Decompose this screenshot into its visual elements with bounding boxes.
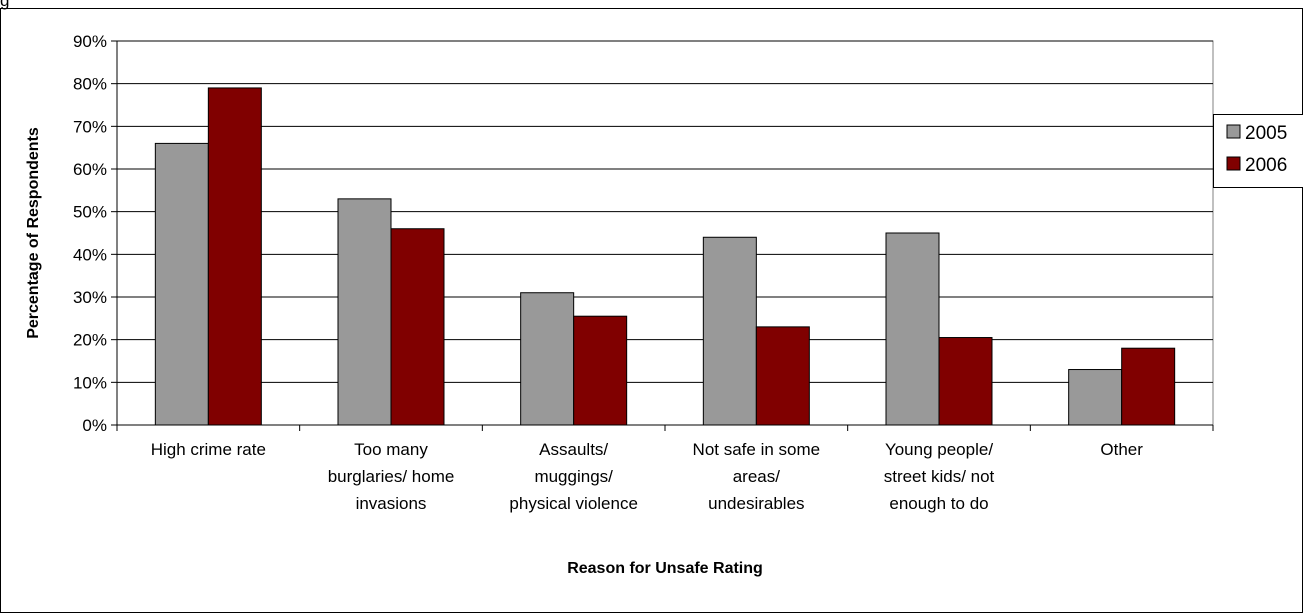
- x-category-label: High crime rate: [151, 440, 266, 459]
- x-category-label: Not safe in some areas/undesirables: [693, 440, 821, 513]
- bar-2005: [702, 236, 757, 426]
- y-axis-title: Percentage of Respondents: [25, 127, 42, 339]
- bar-2006: [207, 87, 262, 426]
- y-tick-label: 90%: [73, 32, 107, 51]
- x-axis-title: Reason for Unsafe Rating: [567, 560, 763, 577]
- bar-2006: [573, 315, 628, 426]
- legend-label: 2006: [1245, 155, 1287, 176]
- legend-swatch: [1226, 124, 1241, 139]
- chart: 0% 10% 20% 30% 40% 50% 60% 70% 80% 90% High crime…: [0, 8, 1303, 613]
- bar-2005: [154, 142, 209, 426]
- bar-2006: [938, 337, 993, 426]
- bar-2005: [1068, 369, 1123, 426]
- legend-label: 2005: [1245, 123, 1287, 144]
- y-tick-label: 40%: [73, 245, 107, 264]
- x-category-label: Other: [1100, 440, 1143, 459]
- bar-2005: [520, 292, 575, 426]
- legend: 2005 2006: [1213, 114, 1303, 188]
- y-tick-label: 20%: [73, 331, 107, 350]
- y-tick-label: 80%: [73, 75, 107, 94]
- x-category-labels: High crime rate Too many burglaries/ home i…: [151, 440, 1144, 513]
- plot-area: [116, 40, 1214, 426]
- bar-2005: [337, 198, 392, 426]
- bar-2006: [1121, 347, 1176, 426]
- legend-swatch: [1226, 156, 1241, 171]
- y-tick-label: 30%: [73, 288, 107, 307]
- bar-2005: [885, 232, 940, 426]
- y-tick-label: 60%: [73, 160, 107, 179]
- y-tick-label: 70%: [73, 117, 107, 136]
- x-category-label: Young people/street kids/ not enough to d…: [884, 440, 995, 513]
- bar-2006: [755, 326, 810, 426]
- gridlines: [117, 40, 1213, 383]
- bars: [154, 87, 1176, 426]
- y-tick-labels: 0% 10% 20% 30% 40% 50% 60% 70% 80% 90%: [73, 32, 107, 435]
- y-tick-label: 10%: [73, 373, 107, 392]
- y-tick-label: 50%: [73, 203, 107, 222]
- x-category-label: Too many burglaries/ home invasions: [328, 440, 455, 513]
- y-tick-label: 0%: [82, 416, 107, 435]
- x-category-label: Assaults/muggings/physical violence: [509, 440, 638, 513]
- bar-2006: [390, 228, 445, 426]
- axes: [111, 40, 1214, 431]
- top-caption: g: [0, 0, 10, 10]
